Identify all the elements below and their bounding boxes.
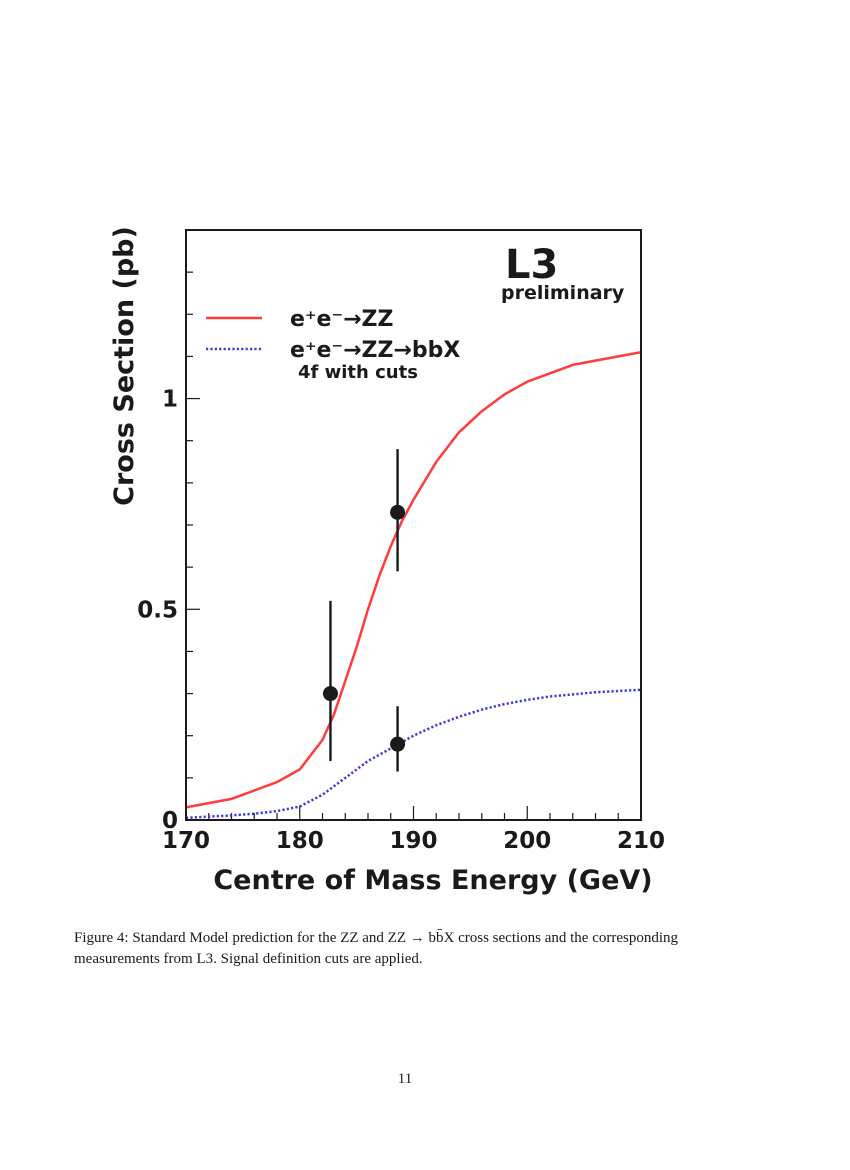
y-tick-label: 1 [162,387,178,413]
page-number: 11 [397,1071,413,1087]
cross-section-chart: 170 180 190 200 210 0 0.5 1 L3 preliminary e⁺e⁻… [109,226,665,896]
y-tick-label: 0 [162,808,178,834]
x-tick-label: 200 [503,828,551,854]
x-axis-title: Centre of Mass Energy (GeV) [213,865,652,896]
x-tick-label: 180 [276,828,324,854]
y-tick-label: 0.5 [137,597,178,623]
measurement-point [390,736,406,752]
experiment-label: L3 [505,242,558,288]
x-tick-label: 170 [162,828,210,854]
legend-label-zz: e⁺e⁻→ZZ [290,307,393,332]
measurement-point [390,504,406,520]
y-axis-title: Cross Section (pb) [109,226,140,506]
measurement-point [322,686,338,702]
series-line-zzbbx [185,688,642,820]
experiment-sublabel: preliminary [501,282,625,304]
x-tick-label: 210 [617,828,665,854]
figure-caption: Figure 4: Standard Model prediction for … [74,930,679,967]
plot-frame [185,229,642,821]
legend-label-zzbbx: e⁺e⁻→ZZ→bbX [290,338,460,363]
legend-sublabel-4f: 4f with cuts [298,362,418,383]
series-line-zz [185,350,642,809]
x-tick-label: 190 [389,828,437,854]
